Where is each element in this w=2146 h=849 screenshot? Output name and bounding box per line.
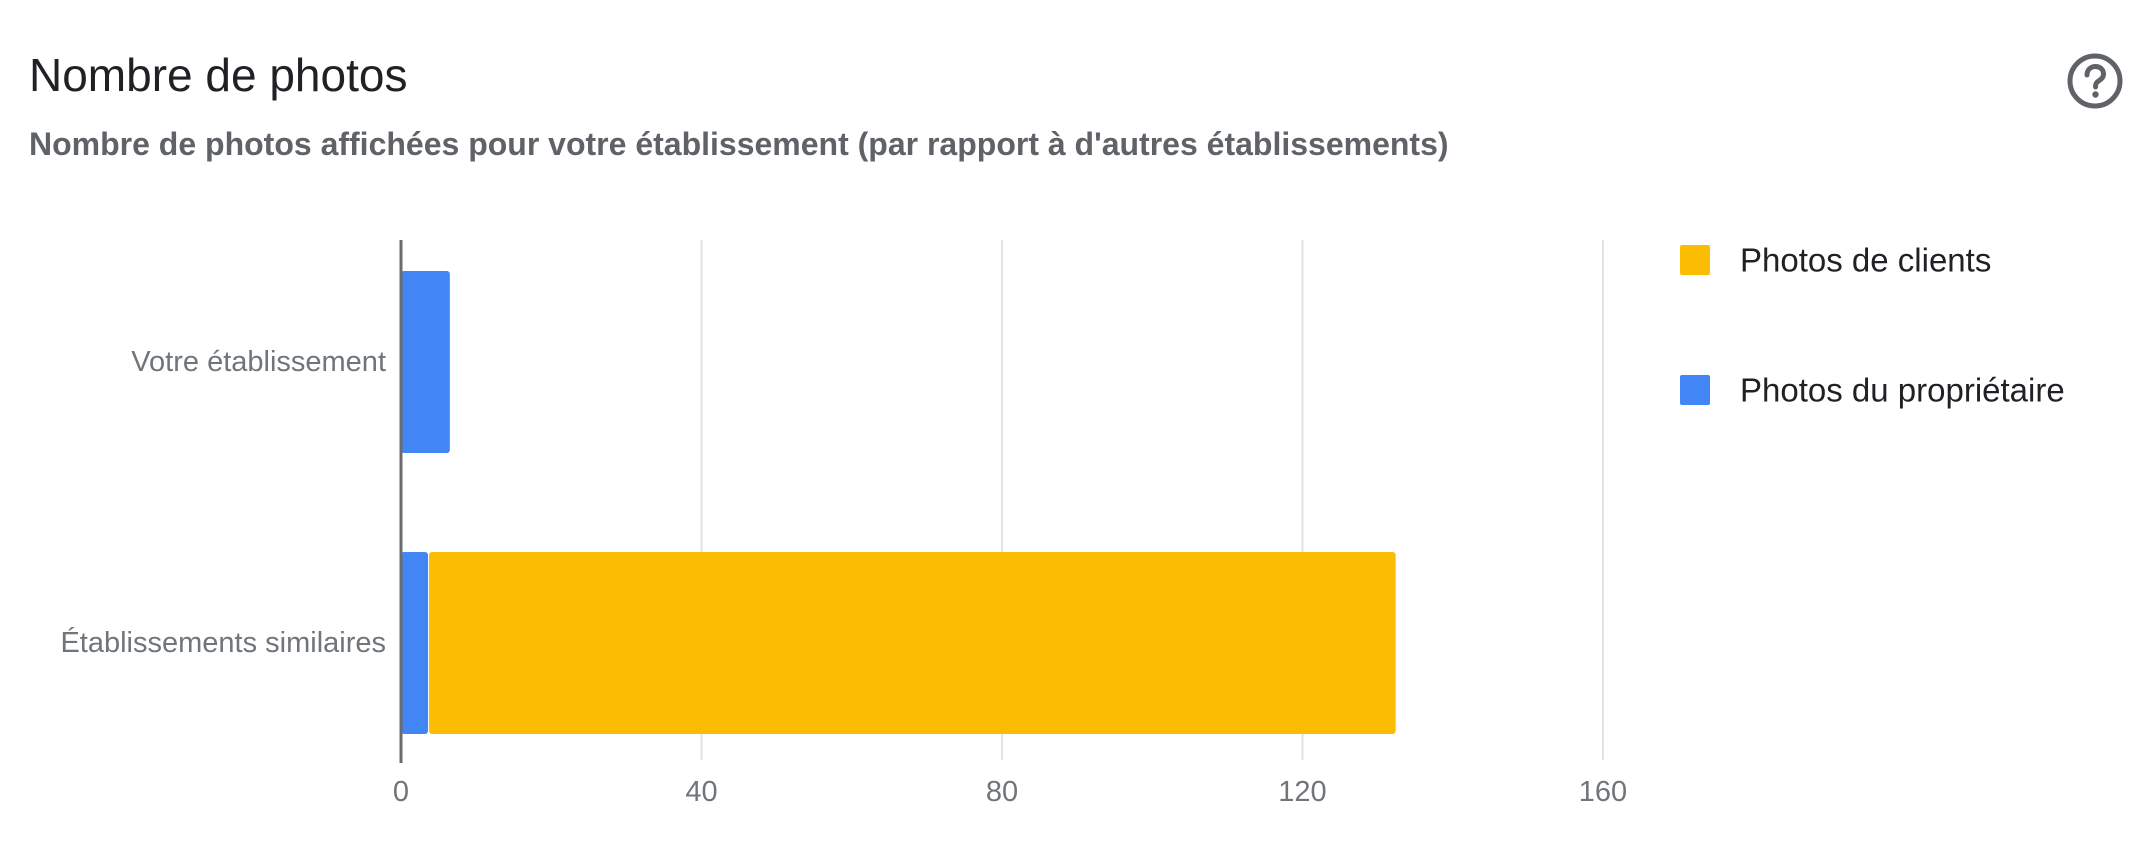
legend-label: Photos du propriétaire	[1740, 372, 2065, 409]
help-circle-icon	[2067, 53, 2123, 109]
chart-subtitle: Nombre de photos affichées pour votre ét…	[29, 126, 1449, 162]
x-tick-label: 0	[393, 776, 409, 808]
legend-label: Photos de clients	[1740, 242, 1991, 279]
bar-customers	[429, 552, 1396, 734]
x-tick-label: 80	[986, 776, 1018, 808]
help-button[interactable]	[2066, 52, 2124, 110]
x-tick-label: 40	[685, 776, 717, 808]
x-tick-label: 160	[1579, 776, 1627, 808]
x-tick-label: 120	[1278, 776, 1326, 808]
legend-swatch	[1680, 245, 1710, 275]
category-label: Établissements similaires	[60, 626, 386, 659]
bar-owner	[401, 271, 450, 453]
bar-owner	[401, 552, 429, 734]
legend-swatch	[1680, 375, 1710, 405]
chart-title: Nombre de photos	[29, 49, 408, 101]
category-label: Votre établissement	[131, 346, 386, 378]
